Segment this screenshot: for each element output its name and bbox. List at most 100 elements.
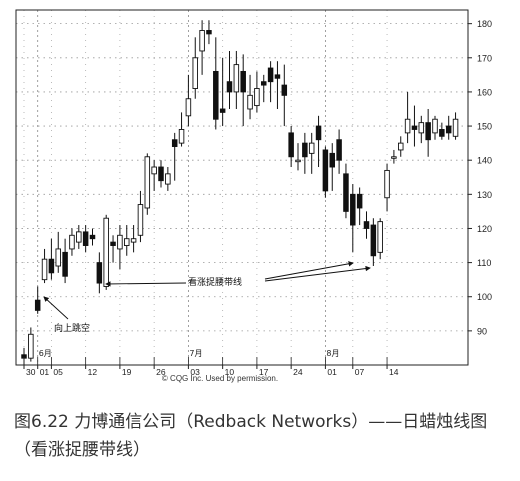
candle-body-bearish	[226, 81, 233, 93]
candle-body-bullish	[165, 173, 171, 185]
candle-body-bearish	[363, 221, 370, 229]
candle-body-bullish	[418, 122, 425, 134]
candle-body-bullish	[185, 98, 192, 117]
x-tick-label: 26	[156, 367, 166, 377]
candle-body-bullish	[130, 238, 137, 243]
x-tick-label: 19	[122, 367, 132, 377]
candle-body-bearish	[240, 70, 246, 93]
candle-body-bearish	[302, 142, 308, 158]
candle-body-bullish	[233, 64, 240, 93]
candle-body-bearish	[62, 251, 68, 277]
candle-body-bullish	[398, 142, 404, 151]
candle-body-bullish	[452, 118, 459, 137]
x-tick-label: 01	[327, 367, 337, 377]
candle-body-bullish	[308, 142, 315, 154]
belt-hold-arrow-right-2	[264, 265, 371, 282]
x-tick-label: 10	[225, 367, 235, 377]
x-tick-label: 01	[40, 367, 50, 377]
candle-body-bearish	[89, 234, 96, 240]
y-tick-label: 180	[477, 19, 492, 29]
candle-body-bullish	[247, 94, 253, 110]
candle-body-bearish	[34, 299, 41, 311]
candle-body-bullish	[404, 118, 411, 134]
gap-annotation-arrow	[43, 296, 69, 320]
candle-body-bullish	[295, 159, 301, 163]
candle-body-bearish	[213, 70, 219, 120]
candle-body-bullish	[103, 217, 109, 287]
candle-body-bullish	[432, 118, 438, 134]
y-tick-label: 90	[477, 326, 487, 336]
candle-body-bullish	[178, 129, 185, 144]
candle-body-bullish	[254, 88, 260, 107]
candle-body-bullish	[192, 57, 198, 89]
candle-body-bullish	[384, 169, 390, 199]
candle-body-bearish	[288, 132, 294, 158]
y-tick-label: 170	[477, 53, 492, 63]
candles	[21, 20, 459, 365]
month-label: 7月	[189, 349, 202, 358]
y-tick-label: 160	[477, 87, 492, 97]
x-tick-label: 17	[259, 367, 269, 377]
candle-body-bearish	[261, 81, 267, 86]
candle-body-bearish	[274, 74, 281, 79]
candle-body-bearish	[96, 262, 103, 284]
annotations: 向上跳空 看涨捉腰带线	[43, 261, 371, 334]
belt-hold-arrow-left	[105, 281, 187, 287]
candle-body-bearish	[48, 258, 55, 274]
belt-hold-arrow-right-1	[264, 261, 354, 280]
copyright-text: © CQG Inc. Used by permission.	[161, 374, 279, 383]
month-label: 6月	[39, 349, 52, 358]
candle-body-bullish	[391, 156, 397, 159]
chart-grid	[16, 10, 468, 365]
candle-body-bearish	[370, 224, 377, 257]
x-tick-label: 12	[88, 367, 98, 377]
candle-body-bearish	[411, 125, 418, 130]
candle-body-bearish	[356, 193, 363, 209]
gap-annotation-label: 向上跳空	[54, 322, 90, 334]
y-tick-label: 100	[477, 292, 492, 302]
candle-body-bearish	[158, 166, 164, 182]
candle-body-bullish	[55, 248, 62, 267]
belt-hold-annotation-label: 看涨捉腰带线	[188, 276, 242, 288]
candle-body-bearish	[219, 108, 226, 113]
candle-body-bearish	[206, 30, 212, 35]
y-tick-label: 150	[477, 122, 492, 132]
candle-body-bullish	[76, 231, 82, 243]
x-tick-label: 24	[293, 367, 303, 377]
x-tick-label: 07	[355, 367, 365, 377]
candle-body-bullish	[137, 204, 144, 236]
candle-body-bearish	[82, 231, 89, 246]
candle-body-bullish	[41, 258, 48, 281]
y-tick-label: 120	[477, 224, 492, 234]
candle-body-bearish	[343, 173, 349, 212]
candle-body-bearish	[445, 125, 452, 134]
candle-body-bullish	[377, 221, 383, 253]
figure-caption: 图6.22 力博通信公司（Redback Networks）——日蜡烛线图（看涨…	[14, 412, 488, 460]
y-axis: 90 100 110 120 130 140 150 160 170 180	[468, 19, 492, 336]
y-tick-label: 110	[477, 258, 491, 268]
candle-body-bearish	[110, 241, 116, 246]
candle-body-bearish	[329, 152, 336, 168]
candle-body-bullish	[199, 30, 205, 52]
candle-body-bearish	[171, 139, 178, 147]
candle-body-bearish	[322, 149, 329, 192]
candle-body-bearish	[439, 129, 445, 137]
x-tick-label: 03	[190, 367, 200, 377]
candle-body-bearish	[267, 67, 274, 83]
x-tick-label: 05	[53, 367, 63, 377]
month-label: 8月	[326, 349, 339, 358]
candle-body-bearish	[336, 139, 342, 161]
y-tick-label: 130	[477, 190, 492, 200]
candle-body-bearish	[315, 125, 322, 141]
x-tick-label: 14	[389, 367, 399, 377]
candle-body-bearish	[425, 122, 431, 141]
candle-body-bullish	[117, 234, 123, 250]
plot-frame	[15, 9, 469, 366]
candle-body-bullish	[151, 166, 157, 175]
candle-body-bullish	[28, 333, 34, 359]
y-tick-label: 140	[477, 156, 492, 166]
x-tick-label: 30	[26, 367, 36, 377]
candle-body-bearish	[350, 193, 356, 226]
